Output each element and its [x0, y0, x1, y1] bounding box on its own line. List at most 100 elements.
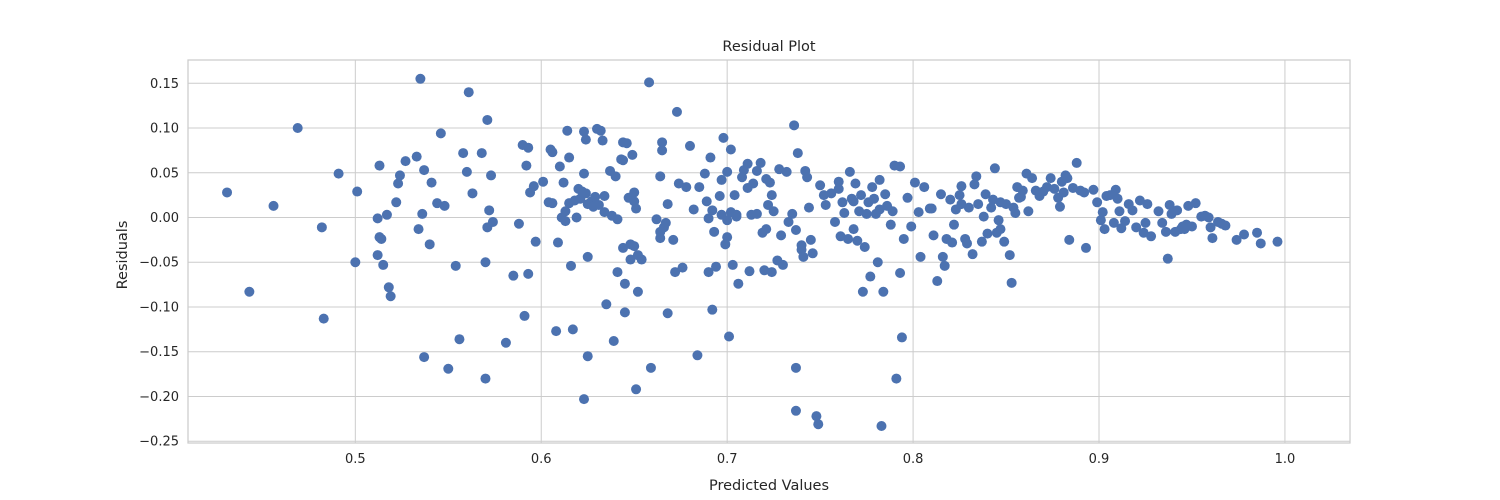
data-point	[582, 351, 593, 362]
data-point	[783, 216, 794, 227]
data-point	[467, 188, 478, 199]
data-point	[629, 241, 640, 252]
data-point	[798, 251, 809, 262]
data-point	[833, 183, 844, 194]
data-point	[919, 182, 930, 193]
data-point	[705, 152, 716, 163]
data-point	[671, 106, 682, 117]
x-tick-label: 1.0	[1275, 452, 1296, 467]
data-point	[482, 114, 493, 125]
y-tick-label: −0.20	[139, 390, 179, 405]
data-point	[560, 216, 571, 227]
data-point	[869, 193, 880, 204]
data-point	[694, 182, 705, 193]
data-point	[538, 176, 549, 187]
data-point	[400, 156, 411, 167]
data-point	[792, 148, 803, 159]
data-point	[790, 362, 801, 373]
data-point	[1120, 216, 1131, 227]
data-point	[766, 267, 777, 278]
data-point	[590, 191, 601, 202]
data-point	[989, 163, 1000, 174]
data-point	[790, 225, 801, 236]
data-point	[560, 206, 571, 217]
data-point	[803, 202, 814, 213]
data-point	[872, 257, 883, 268]
y-tick-label: −0.15	[139, 345, 179, 360]
data-point	[850, 178, 861, 189]
data-point	[755, 157, 766, 168]
data-point	[612, 214, 623, 225]
data-point	[937, 251, 948, 262]
data-point	[874, 174, 885, 185]
data-point	[292, 123, 303, 134]
data-point	[352, 186, 363, 197]
data-point	[415, 73, 426, 84]
data-point	[579, 168, 590, 179]
data-point	[711, 261, 722, 272]
x-axis-label: Predicted Values	[709, 478, 829, 494]
data-point	[662, 308, 673, 319]
data-point	[519, 310, 530, 321]
data-point	[969, 179, 980, 190]
data-point	[722, 215, 733, 226]
data-point	[333, 168, 344, 179]
data-point	[1142, 199, 1153, 210]
data-point	[1157, 217, 1168, 228]
data-point	[857, 286, 868, 297]
data-point	[454, 334, 465, 345]
data-point	[391, 197, 402, 208]
data-point	[593, 199, 604, 210]
data-point	[636, 254, 647, 265]
data-point	[580, 188, 591, 199]
data-point	[805, 234, 816, 245]
data-point	[714, 191, 725, 202]
data-point	[1080, 242, 1091, 253]
data-point	[1108, 217, 1119, 228]
data-point	[599, 191, 610, 202]
data-point	[895, 267, 906, 278]
data-point	[655, 171, 666, 182]
data-point	[1092, 197, 1103, 208]
data-point	[595, 125, 606, 136]
data-point	[461, 166, 472, 177]
data-point	[632, 286, 643, 297]
data-point	[926, 203, 937, 214]
data-point	[1010, 208, 1021, 219]
data-point	[547, 147, 558, 158]
data-point	[956, 181, 967, 192]
data-point	[625, 254, 636, 265]
data-point	[1114, 206, 1125, 217]
data-point	[896, 332, 907, 343]
data-point	[350, 257, 361, 268]
data-point	[731, 211, 742, 222]
data-point	[1239, 229, 1250, 240]
data-point	[865, 271, 876, 282]
data-point	[523, 268, 534, 279]
y-tick-label: −0.10	[139, 300, 179, 315]
data-point	[913, 207, 924, 218]
data-point	[703, 213, 714, 224]
data-point	[1110, 184, 1121, 195]
data-point	[530, 236, 541, 247]
data-point	[551, 326, 562, 337]
data-point	[813, 419, 824, 430]
data-point	[777, 259, 788, 270]
data-point	[378, 259, 389, 270]
data-point	[480, 373, 491, 384]
chart-title: Residual Plot	[722, 39, 815, 55]
data-point	[458, 148, 469, 159]
data-point	[826, 188, 837, 199]
y-axis-label: Residuals	[115, 221, 131, 290]
data-point	[1231, 234, 1242, 245]
data-point	[781, 166, 792, 177]
data-point	[895, 161, 906, 172]
data-point	[372, 213, 383, 224]
data-point	[932, 276, 943, 287]
data-point	[956, 199, 967, 210]
data-point	[973, 199, 984, 210]
data-point	[528, 181, 539, 192]
y-tick-label: −0.05	[139, 256, 179, 271]
data-point	[558, 177, 569, 188]
data-point	[1205, 222, 1216, 233]
